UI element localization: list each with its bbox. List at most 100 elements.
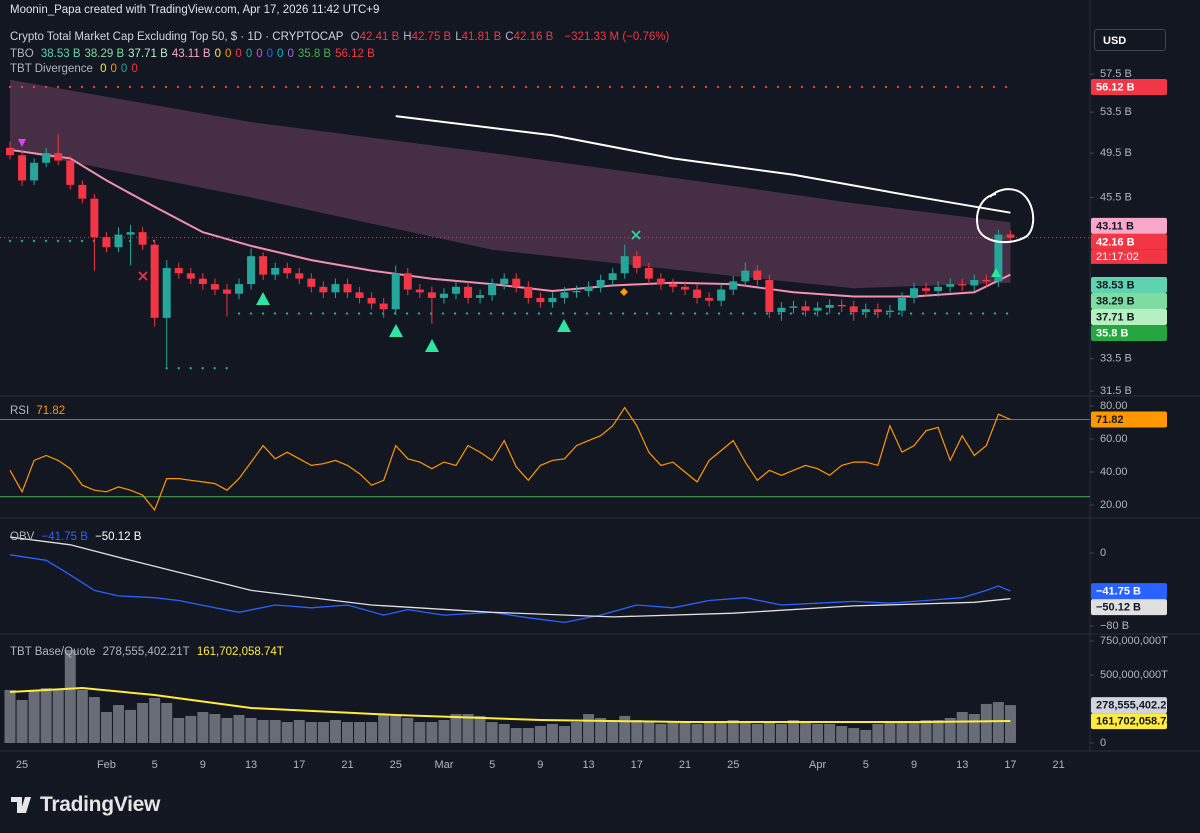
volume-bar	[595, 717, 607, 743]
volume-bar	[848, 728, 860, 743]
x-tick-label: Apr	[809, 759, 826, 771]
ohlc-value: 42.41 B	[359, 31, 400, 43]
candle-body	[668, 284, 677, 287]
value-tag-bg	[1091, 583, 1167, 600]
volume-bar	[968, 714, 980, 743]
x-tick-label: 17	[293, 759, 305, 771]
volume-bar	[872, 723, 884, 743]
volume-bar	[4, 689, 16, 743]
x-tick-label: 21	[1053, 759, 1065, 771]
volume-bar	[137, 703, 149, 743]
price-label-bg	[1091, 78, 1167, 95]
volume-bar	[860, 729, 872, 743]
indicator-value: 0	[131, 63, 138, 75]
volume-bar	[619, 715, 631, 743]
x-tick-label: 5	[152, 759, 158, 771]
candle-body	[982, 280, 991, 282]
value-tag: −41.75 B	[1096, 586, 1141, 598]
volume-bar	[414, 722, 426, 743]
candle-body	[681, 286, 690, 290]
candle-body	[849, 306, 858, 313]
value-tag: 161,702,058.74T	[1096, 716, 1179, 728]
x-tick-label: 5	[489, 759, 495, 771]
price-label-bg	[1091, 217, 1167, 234]
y-tick-label: 49.5 B	[1100, 147, 1132, 159]
volume-bar	[558, 725, 570, 743]
volume-bar	[28, 689, 40, 743]
volume-bar	[920, 720, 932, 743]
y-tick-label: −80 B	[1100, 620, 1129, 632]
candle-body	[355, 292, 364, 298]
candle-body	[813, 307, 822, 311]
volume-bar	[438, 720, 450, 743]
volume-bar	[751, 723, 763, 743]
candle-body	[271, 267, 280, 275]
volume-bar	[462, 714, 474, 743]
price-label-bg	[1091, 325, 1167, 342]
volume-bar	[631, 720, 643, 743]
candle-body	[717, 289, 726, 301]
legend: TBT Base/Quote 278,555,402.21T 161,702,0…	[10, 646, 288, 658]
hand-drawn-circle	[976, 188, 1035, 244]
volume-bar	[691, 723, 703, 743]
candle-body	[451, 286, 460, 294]
value-tag-bg	[1091, 713, 1167, 730]
volume-bar	[715, 722, 727, 743]
x-tick-label: 25	[727, 759, 739, 771]
indicator-value: 0	[110, 63, 117, 75]
volume-bar	[233, 714, 245, 743]
x-tick-label: 5	[863, 759, 869, 771]
volume-bar	[402, 717, 414, 743]
legend: Crypto Total Market Cap Excluding Top 50…	[10, 31, 673, 43]
y-tick-label: 31.5 B	[1100, 385, 1132, 397]
volume-bar	[908, 722, 920, 743]
candle-body	[885, 310, 894, 313]
price-label: 38.53 B	[1096, 279, 1135, 291]
currency-button[interactable]: USD	[1094, 29, 1166, 51]
ohlc-value: 42.16 B	[513, 31, 554, 43]
x-tick-label: 13	[582, 759, 594, 771]
signal-up	[425, 339, 439, 352]
indicator-value: 56.12 B	[335, 48, 375, 60]
candle-body	[198, 278, 207, 285]
price-label: 42.16 B	[1096, 236, 1135, 248]
candle-body	[42, 153, 51, 163]
x-tick-label: 17	[631, 759, 643, 771]
plot: 57.5 B 53.5 B 49.5 B 45.5 B 33.5 B 31.5 B 56.1…	[0, 68, 1179, 771]
signal-cross	[631, 230, 641, 240]
price-label-bg	[1091, 293, 1167, 310]
candle-body	[705, 297, 714, 301]
signal-diamond	[620, 288, 628, 296]
signal-up	[557, 319, 571, 332]
volume-bar	[739, 722, 751, 743]
indicator-name: RSI	[10, 405, 30, 417]
ohlc-value: 41.81 B	[461, 31, 502, 43]
price-label-bg	[1091, 233, 1167, 250]
volume-bar	[836, 725, 848, 743]
candle-body	[186, 273, 195, 279]
candle-body	[873, 309, 882, 313]
candle-body	[922, 288, 931, 291]
indicator-line	[395, 115, 1011, 214]
candle-body	[632, 256, 641, 268]
logo-icon	[11, 797, 31, 813]
candle-body	[343, 284, 352, 293]
volume-bar	[703, 722, 715, 743]
volume-bar	[125, 709, 137, 743]
ohlc-value: 42.75 B	[411, 31, 452, 43]
indicator-value: −50.12 B	[95, 531, 142, 543]
candle-body	[512, 278, 521, 287]
candle-body	[78, 184, 87, 199]
x-tick-label: 13	[245, 759, 257, 771]
price-label: 38.29 B	[1096, 295, 1135, 307]
volume-bar	[583, 714, 595, 743]
candle-body	[150, 244, 159, 318]
indicator-value: 0	[245, 48, 253, 60]
candle-body	[379, 303, 388, 310]
x-tick-label: 21	[341, 759, 353, 771]
signal-up	[256, 292, 270, 305]
change: −321.33 M (−0.76%)	[564, 31, 670, 43]
candle-body	[6, 147, 15, 156]
y-tick-label: 45.5 B	[1100, 191, 1132, 203]
